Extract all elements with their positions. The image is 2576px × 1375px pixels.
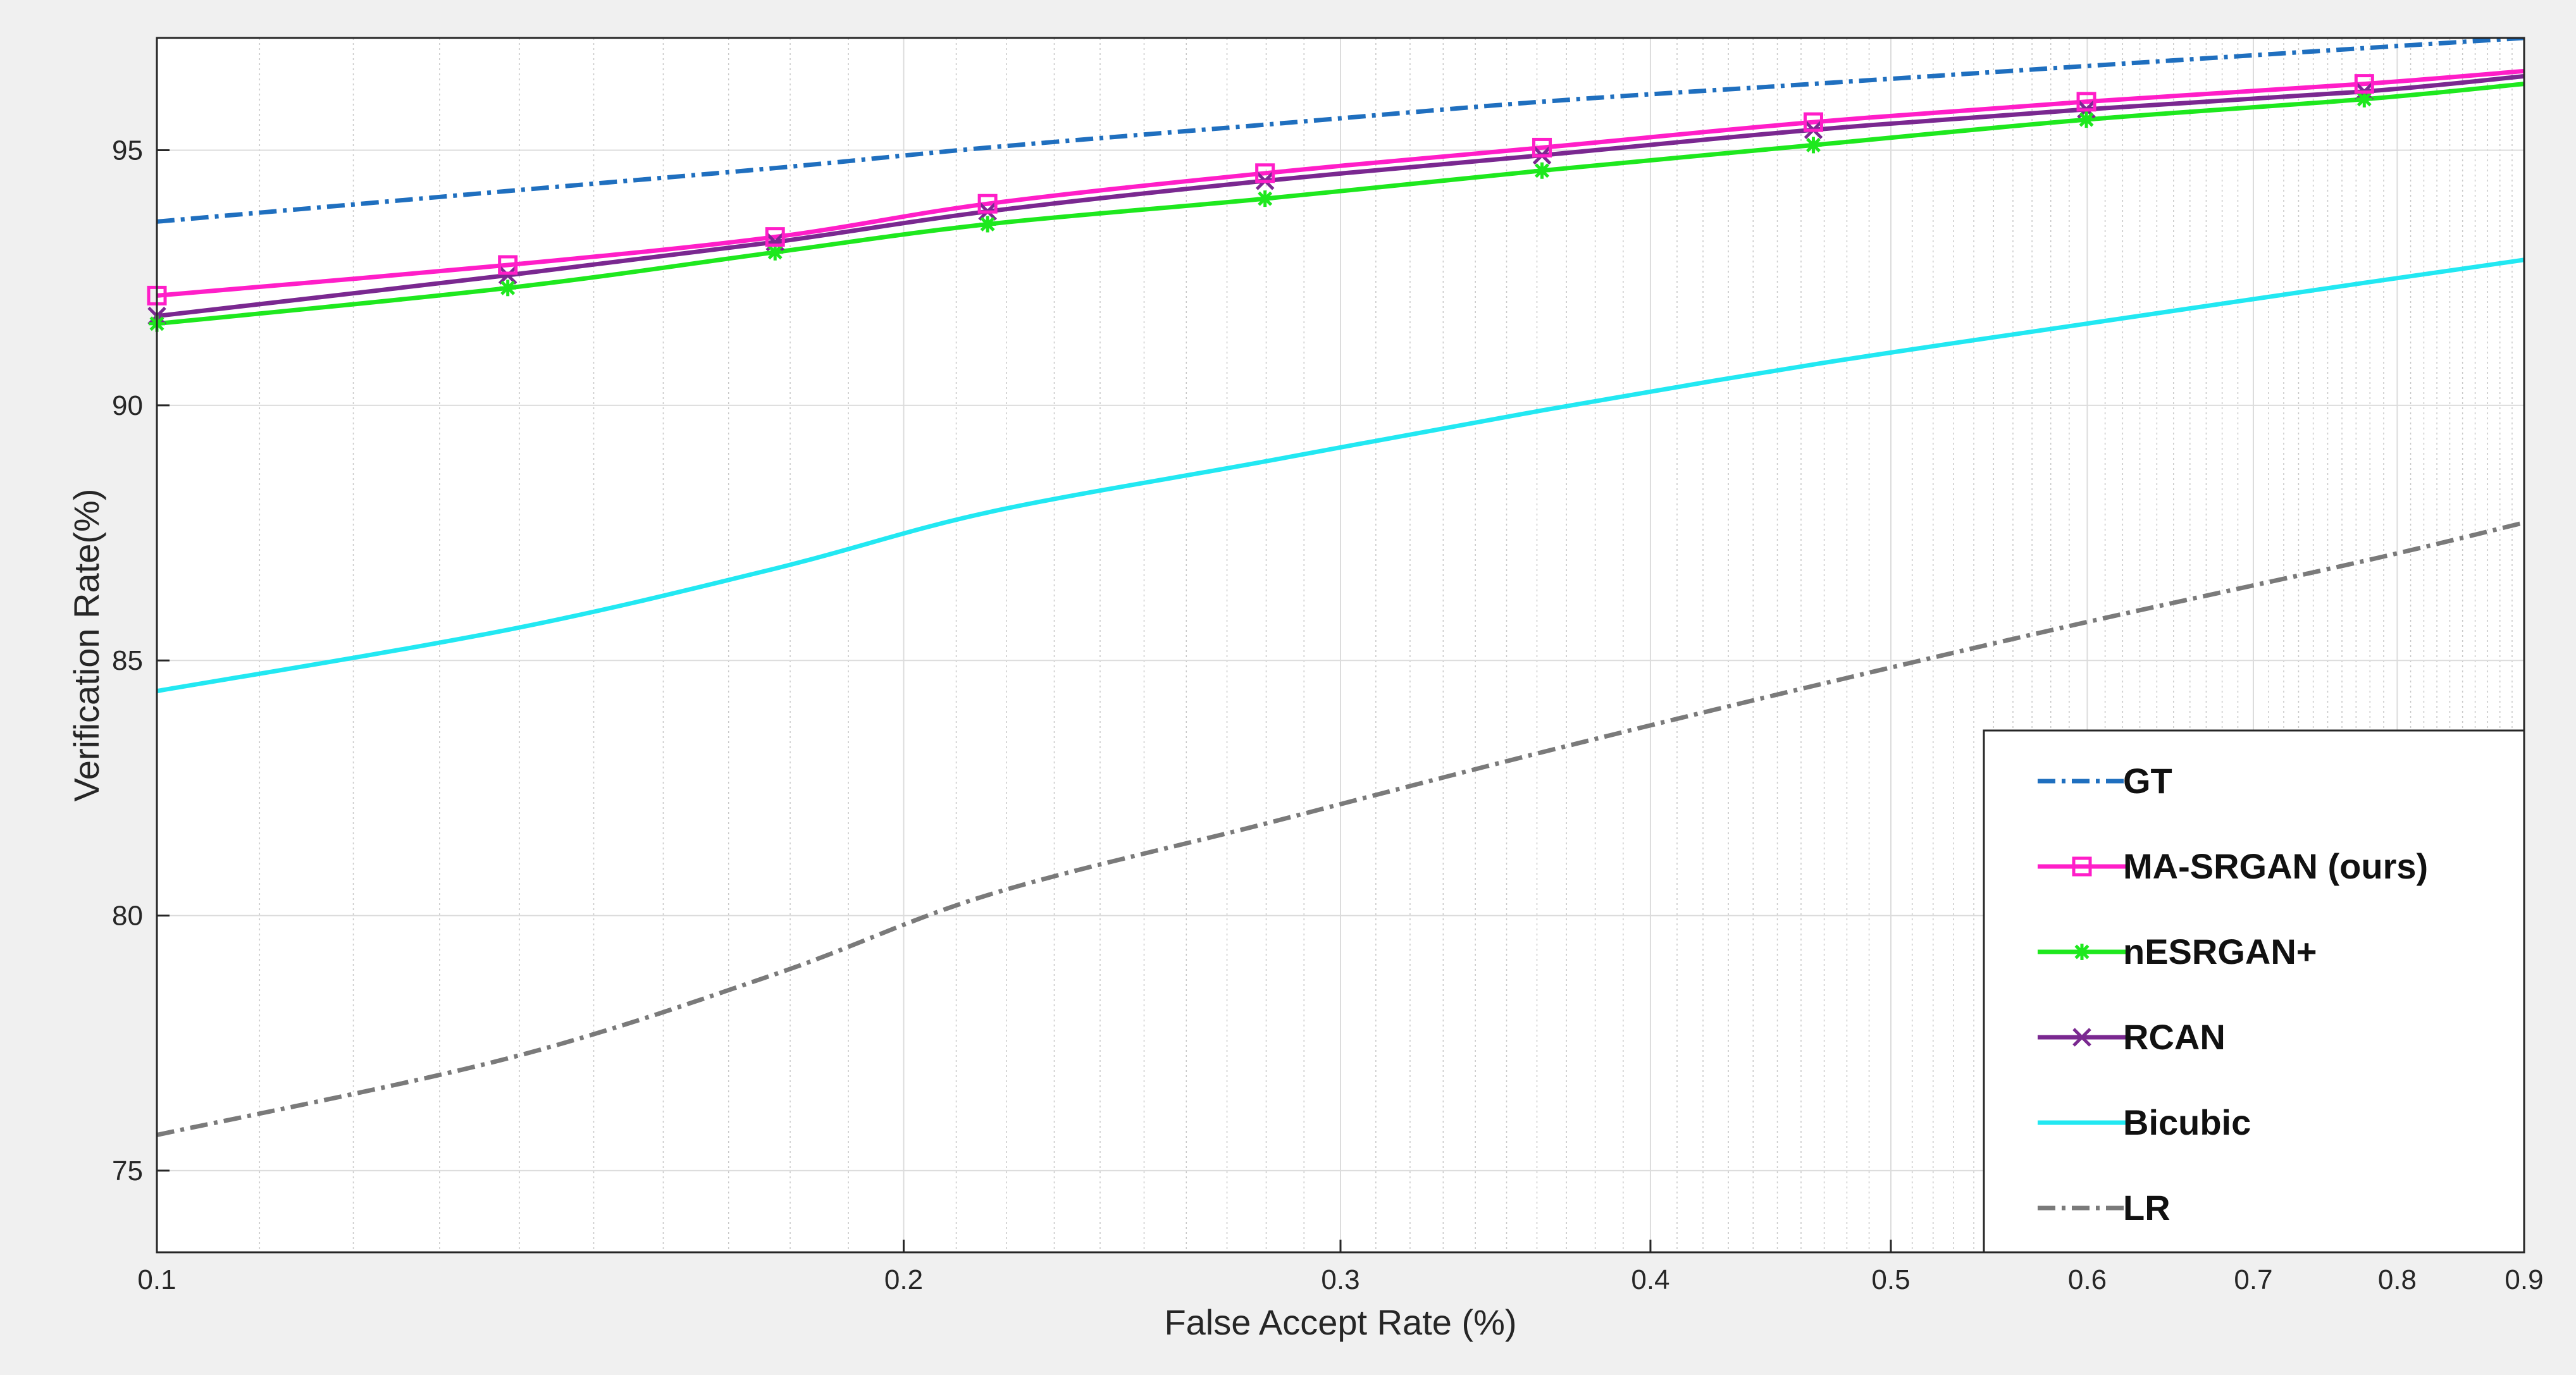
legend-label-nesrgan: nESRGAN+ — [2123, 932, 2317, 971]
x-tick-label: 0.5 — [1871, 1264, 1910, 1295]
legend-label-gt: GT — [2123, 761, 2172, 801]
legend-label-bicubic: Bicubic — [2123, 1102, 2251, 1142]
y-tick-label: 85 — [112, 645, 143, 676]
y-tick-label: 95 — [112, 135, 143, 166]
marker-nesrgan — [1533, 162, 1551, 179]
x-tick-label: 0.2 — [884, 1264, 923, 1295]
marker-stroke — [2079, 112, 2094, 127]
marker-stroke — [767, 245, 783, 260]
series-line-ma-srgan-ours — [157, 68, 2524, 298]
x-tick-label: 0.1 — [137, 1264, 176, 1295]
marker-nesrgan — [2356, 90, 2373, 108]
marker-ma-srgan-ours — [2076, 92, 2096, 112]
series-line-rcan — [157, 74, 2524, 319]
marker-stroke — [2356, 92, 2372, 107]
x-axis: 0.1 0.2 0.3 0.4 0.5 0.6 0.7 0.8 0.9 — [137, 1240, 2544, 1295]
marker-nesrgan — [979, 216, 996, 233]
series-line-lr — [157, 520, 2524, 1137]
y-tick-label: 80 — [112, 901, 143, 932]
legend-marker-ma-srgan-ours — [2072, 856, 2092, 877]
legend-marker-nesrgan — [2074, 944, 2090, 960]
marker-ma-srgan-ours — [1532, 137, 1552, 157]
y-tick-label: 75 — [112, 1156, 143, 1187]
x-tick-label: 0.7 — [2234, 1264, 2272, 1295]
marker-stroke — [1258, 191, 1273, 206]
marker-stroke — [980, 216, 995, 231]
marker-nesrgan — [1256, 190, 1273, 207]
legend-box — [1983, 729, 2525, 1254]
marker-stroke — [498, 266, 517, 285]
marker-stroke — [500, 280, 516, 295]
x-tick-label: 0.8 — [2378, 1264, 2417, 1295]
legend: GT MA-SRGAN (ours) nESRGAN+ RCAN Bicubic LR — [1983, 729, 2525, 1254]
y-tick-label: 90 — [112, 390, 143, 421]
marker-nesrgan — [767, 244, 784, 261]
marker-stroke — [2072, 1028, 2091, 1047]
marker-ma-srgan-ours — [1803, 112, 1823, 132]
marker-ma-srgan-ours — [1255, 163, 1275, 183]
legend-label-lr: LR — [2123, 1188, 2170, 1228]
legend-label-rcan: RCAN — [2123, 1017, 2226, 1057]
x-axis-label: False Accept Rate (%) — [1164, 1302, 1516, 1342]
marker-ma-srgan-ours — [2354, 74, 2374, 94]
x-tick-label: 0.6 — [2068, 1264, 2107, 1295]
x-tick-label: 0.3 — [1321, 1264, 1359, 1295]
x-tick-label: 0.9 — [2505, 1264, 2543, 1295]
marker-rcan — [498, 266, 517, 285]
marker-stroke — [2074, 944, 2090, 959]
y-axis-label: Verification Rate(%) — [66, 489, 106, 802]
series-line-gt — [157, 38, 2524, 224]
marker-stroke — [1805, 137, 1821, 152]
marker-stroke — [1535, 163, 1550, 178]
marker-layer — [147, 74, 2374, 332]
marker-nesrgan — [499, 280, 516, 297]
x-tick-label: 0.4 — [1631, 1264, 1669, 1295]
series-line-nesrgan — [157, 82, 2524, 326]
marker-ma-srgan-ours — [498, 255, 518, 275]
marker-nesrgan — [1805, 137, 1822, 154]
y-axis: 75 80 85 90 95 — [112, 135, 170, 1187]
legend-label-ma-srgan-ours: MA-SRGAN (ours) — [2123, 846, 2428, 886]
marker-ma-srgan-ours — [977, 194, 998, 214]
marker-nesrgan — [2078, 111, 2095, 128]
marker-ma-srgan-ours — [765, 227, 785, 247]
legend-marker-rcan — [2072, 1028, 2091, 1047]
series-line-bicubic — [157, 257, 2524, 694]
series-layer — [157, 38, 2524, 1137]
